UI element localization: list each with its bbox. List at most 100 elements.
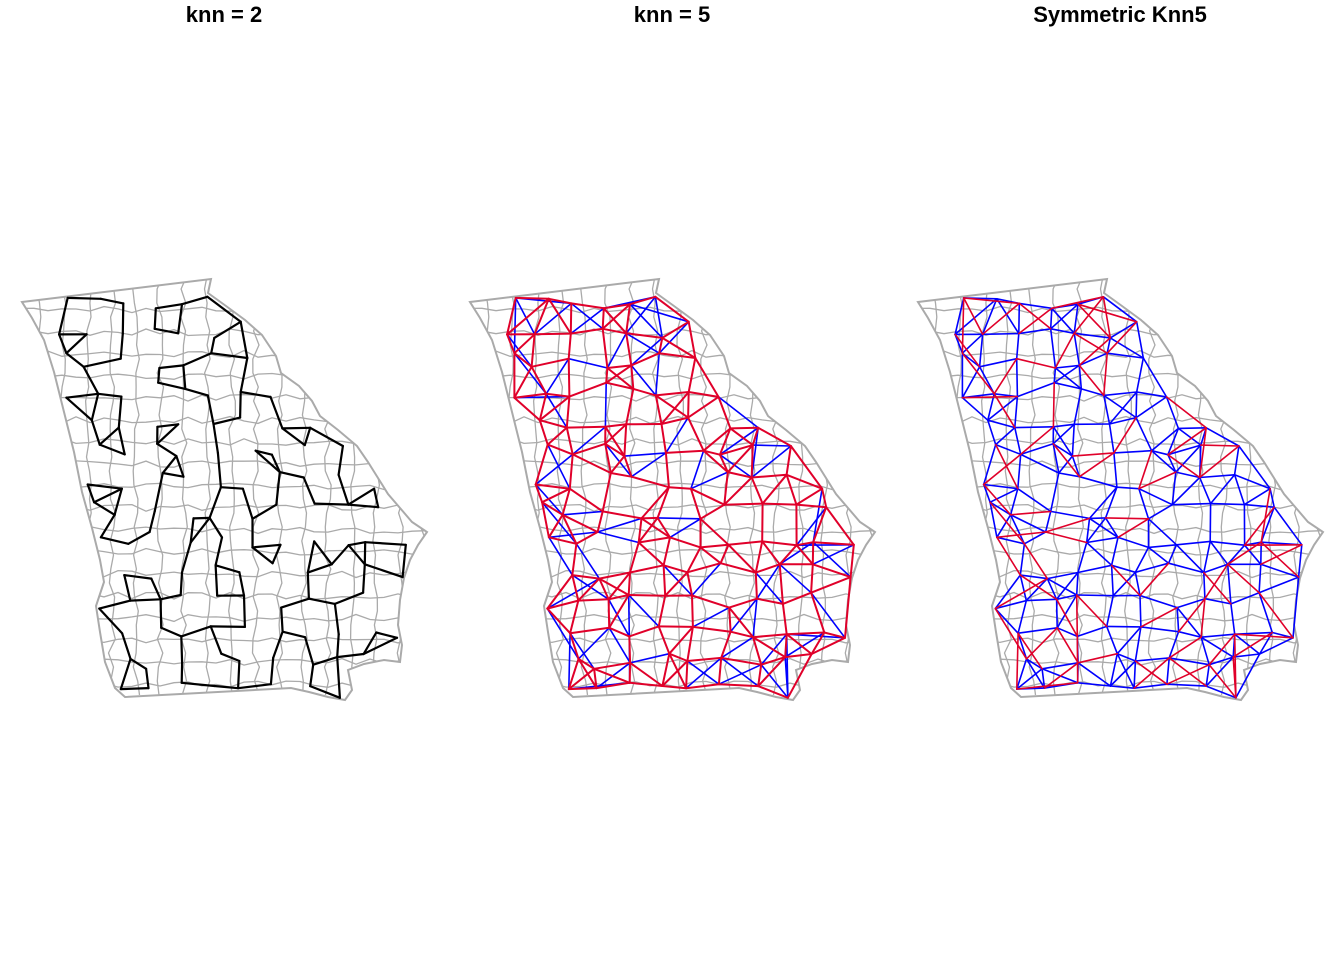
neighbor-link: [312, 655, 339, 666]
neighbor-link-blue: [1055, 598, 1058, 629]
neighbor-link-red: [1078, 337, 1112, 367]
neighbor-link-blue: [1167, 562, 1205, 574]
neighbor-link: [120, 632, 132, 661]
neighbor-link-red: [657, 625, 694, 628]
neighbor-link-blue: [630, 364, 657, 397]
neighbor-link: [119, 657, 132, 691]
neighbor-link-blue: [1233, 445, 1240, 476]
neighbor-link-blue: [1046, 571, 1079, 580]
neighbor-link-red: [571, 574, 580, 602]
neighbor-link: [309, 684, 341, 699]
neighbor-link: [306, 563, 333, 574]
neighbor-link-red: [623, 423, 628, 458]
neighbor-link-red: [601, 327, 628, 335]
neighbor-link-blue: [1205, 426, 1240, 447]
county-line: [180, 279, 189, 696]
neighbor-link-red: [849, 543, 855, 579]
neighbor-link-blue: [1200, 636, 1235, 658]
neighbor-link-red: [664, 571, 689, 597]
neighbor-link-blue: [546, 607, 580, 660]
neighbor-link-blue: [1018, 302, 1021, 335]
neighbor-link-red: [823, 631, 846, 639]
neighbor-link-blue: [754, 571, 784, 605]
neighbor-link-red: [661, 652, 671, 687]
neighbor-link: [333, 602, 340, 636]
neighbor-link-red: [606, 367, 635, 390]
neighbor-link-blue: [1051, 307, 1075, 335]
neighbor-link: [184, 387, 209, 397]
neighbor-link: [336, 633, 340, 659]
neighbor-link-red: [1044, 531, 1088, 544]
neighbor-link-red: [609, 472, 633, 478]
neighbor-link-blue: [1017, 453, 1022, 490]
neighbor-link-blue: [1078, 364, 1083, 390]
neighbor-link-blue: [1175, 543, 1205, 574]
neighbor-link: [57, 296, 69, 336]
neighbor-link-red: [623, 455, 633, 478]
neighbor-link-blue: [655, 352, 660, 397]
neighbor-link-red: [728, 597, 758, 609]
neighbor-link-red: [795, 541, 815, 547]
neighbor-link-blue: [981, 332, 1020, 336]
neighbor-link-red: [757, 426, 792, 447]
neighbor-link-blue: [987, 392, 995, 422]
neighbor-link-red: [699, 517, 730, 546]
neighbor-link-red: [785, 473, 798, 506]
neighbor-link-blue: [627, 594, 631, 638]
neighbor-link: [214, 564, 219, 597]
county-line: [868, 279, 875, 696]
neighbor-link-red: [785, 445, 792, 476]
neighbor-link-red: [1166, 663, 1211, 686]
neighbor-link-blue: [1056, 594, 1078, 629]
neighbor-link-red: [757, 656, 787, 688]
neighbor-link: [362, 563, 366, 594]
neighbor-link-red: [811, 563, 852, 579]
neighbor-link: [156, 423, 180, 428]
neighbor-link-red: [640, 517, 671, 539]
neighbor-link: [347, 541, 367, 547]
neighbor-link: [153, 327, 180, 335]
neighbor-link-red: [757, 685, 789, 699]
neighbor-link-blue: [1016, 658, 1028, 690]
neighbor-link-blue: [1273, 506, 1303, 546]
neighbor-link-blue: [1258, 563, 1262, 594]
county-line: [470, 460, 875, 468]
neighbor-link-red: [1168, 657, 1208, 687]
neighbor-link-red: [1106, 320, 1138, 355]
neighbor-link-blue: [1147, 517, 1178, 546]
neighbor-link-blue: [629, 303, 664, 339]
neighbor-link-blue: [1205, 656, 1235, 687]
neighbor-link-red: [754, 540, 764, 574]
neighbor-link: [123, 573, 153, 580]
neighbor-link-blue: [1108, 391, 1138, 425]
neighbor-link: [254, 449, 273, 456]
neighbor-link-red: [1260, 487, 1271, 544]
neighbor-link-blue: [720, 657, 760, 687]
neighbor-link-red: [575, 531, 599, 545]
neighbor-link-red: [627, 571, 631, 596]
neighbor-link-red: [570, 302, 605, 310]
neighbor-link-red: [571, 453, 612, 474]
neighbor-link-red: [668, 652, 689, 662]
neighbor-link-red: [625, 332, 633, 367]
neighbor-link-red: [506, 333, 516, 355]
neighbor-link-blue: [778, 563, 812, 594]
county-line: [918, 305, 1323, 314]
neighbor-link-red: [982, 483, 1012, 516]
neighbor-link-blue: [1233, 473, 1246, 506]
neighbor-link-blue: [1053, 364, 1081, 384]
neighbor-link: [210, 352, 249, 360]
county-line: [1124, 279, 1133, 696]
neighbor-link-blue: [1258, 636, 1294, 655]
neighbor-link-blue: [994, 443, 1022, 456]
neighbor-link: [57, 333, 68, 355]
neighbor-link-blue: [751, 444, 792, 447]
neighbor-link-red: [752, 633, 788, 639]
neighbor-link-red: [1140, 606, 1179, 628]
neighbor-link: [280, 606, 284, 633]
neighbor-link: [238, 571, 246, 597]
neighbor-link-red: [567, 687, 598, 691]
neighbor-link-red: [601, 327, 609, 369]
neighbor-link-blue: [1109, 320, 1138, 339]
neighbor-link-blue: [1174, 444, 1202, 473]
